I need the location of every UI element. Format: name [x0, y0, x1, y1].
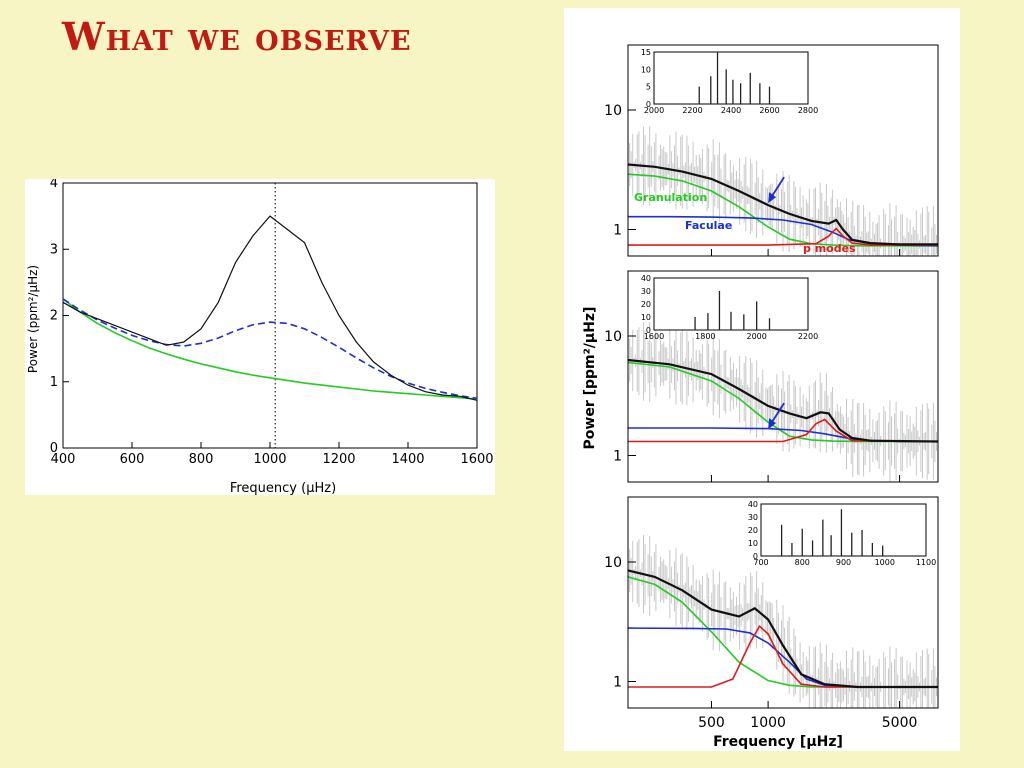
x-tick-label: 1000 — [750, 715, 786, 731]
pointer-arrow-head-icon — [768, 192, 777, 204]
inset-frame — [760, 503, 927, 557]
inset-x-tick-label: 1600 — [644, 332, 664, 341]
inset-2: 1600 1800 2000 2200 0 10 20 30 40 — [641, 274, 818, 341]
inset-y-tick-label: 5 — [646, 83, 651, 92]
model-curve-3 — [628, 227, 938, 246]
y-tick-label: 10 — [604, 103, 622, 119]
series-black-line — [62, 215, 478, 401]
spectrum-panel-1: 1 10 Granulation Faculae p modes 2000 2200 2400… — [604, 44, 939, 257]
x-tick-label: 600 — [120, 452, 145, 467]
plot-frame — [62, 182, 478, 449]
inset-y-tick-label: 0 — [753, 552, 758, 561]
inset-y-tick-label: 30 — [641, 287, 651, 296]
series-blue-dashed-line — [62, 298, 478, 400]
panel-frame — [627, 496, 939, 709]
inset-3: 700 800 900 1000 1100 0 10 20 30 40 — [748, 500, 936, 567]
inset-1: 2000 2200 2400 2600 2800 0 5 10 15 — [641, 48, 818, 115]
inset-x-tick-label: 2000 — [644, 106, 664, 115]
y-tick-label: 0 — [50, 441, 58, 456]
x-tick-label: 500 — [698, 715, 725, 731]
y-tick-label: 1 — [613, 674, 622, 690]
series-green-line — [62, 298, 478, 400]
inset-frame — [653, 51, 809, 105]
inset-y-tick-label: 40 — [641, 274, 651, 283]
left-plot-area: 400 600 800 1000 1200 1400 1600 0 1 2 3 4 — [50, 179, 494, 467]
component-label: Granulation — [634, 191, 707, 204]
y-tick-label: 10 — [604, 329, 622, 345]
chart-panel-left: 400 600 800 1000 1200 1400 1600 0 1 2 3 4 Frequency… — [25, 179, 495, 495]
y-axis-label: Power (ppm²/μHz) — [26, 265, 40, 373]
y-tick-label: 3 — [50, 242, 58, 257]
inset-y-tick-label: 0 — [646, 326, 651, 335]
inset-y-tick-label: 40 — [748, 500, 758, 509]
inset-x-tick-label: 1000 — [875, 558, 895, 567]
right-x-axis-label: Frequency [μHz] — [713, 734, 843, 750]
spectrum-panel-2: 1 10 1600 1800 2000 2200 0 10 20 30 40 — [604, 270, 939, 483]
inset-x-tick-label: 900 — [836, 558, 851, 567]
inset-x-tick-label: 2200 — [682, 106, 702, 115]
raw-spectrum-noise — [629, 322, 939, 482]
component-label: Faculae — [685, 219, 732, 232]
x-axis-label: Frequency (μHz) — [230, 481, 336, 495]
inset-y-tick-label: 0 — [646, 100, 651, 109]
model-curve-3 — [628, 418, 939, 443]
inset-x-tick-label: 1800 — [695, 332, 715, 341]
y-tick-label: 1 — [50, 375, 58, 390]
slide-title: What we observe — [62, 14, 412, 59]
inset-x-tick-label: 1100 — [916, 558, 936, 567]
inset-y-tick-label: 10 — [641, 65, 651, 74]
inset-x-tick-label: 2000 — [746, 332, 766, 341]
x-tick-label: 1600 — [460, 452, 493, 467]
inset-y-tick-label: 20 — [748, 526, 758, 535]
model-curve-4 — [627, 163, 938, 246]
x-tick-label: 1200 — [322, 452, 355, 467]
inset-x-tick-label: 2200 — [798, 332, 818, 341]
inset-y-tick-label: 10 — [641, 313, 651, 322]
chart-panel-right: 1 10 Granulation Faculae p modes 2000 2200 2400… — [564, 8, 960, 751]
x-tick-label: 800 — [189, 452, 214, 467]
model-curve-4 — [627, 358, 939, 443]
model-curve-4 — [627, 569, 938, 689]
inset-y-tick-label: 10 — [748, 539, 758, 548]
y-tick-label: 1 — [613, 448, 622, 464]
inset-x-tick-label: 800 — [795, 558, 810, 567]
spectrum-panel-3: 1 10 500 1000 5000 700 800 900 1000 1100 0 10 20 30 40 — [604, 496, 939, 731]
inset-x-tick-label: 2800 — [798, 106, 818, 115]
inset-x-tick-label: 700 — [753, 558, 768, 567]
model-curve-3 — [628, 624, 938, 688]
y-tick-label: 4 — [50, 179, 58, 191]
y-tick-label: 1 — [613, 222, 622, 238]
x-tick-label: 5000 — [882, 715, 918, 731]
model-curve-1 — [627, 173, 938, 247]
panel-frame — [627, 270, 939, 483]
component-label: p modes — [803, 242, 856, 255]
inset-y-tick-label: 15 — [641, 48, 651, 57]
inset-y-tick-label: 30 — [748, 513, 758, 522]
inset-x-tick-label: 2600 — [759, 106, 779, 115]
inset-y-tick-label: 20 — [641, 300, 651, 309]
left-chart-svg: 400 600 800 1000 1200 1400 1600 0 1 2 3 4 Frequency… — [26, 179, 494, 495]
y-tick-label: 10 — [604, 555, 622, 571]
x-tick-label: 1000 — [253, 452, 286, 467]
inset-x-tick-label: 2400 — [721, 106, 741, 115]
x-tick-label: 1400 — [391, 452, 424, 467]
panel-frame — [627, 44, 939, 257]
pointer-arrow-head-icon — [768, 418, 777, 430]
x-tick-label: 400 — [51, 452, 76, 467]
right-y-axis-label: Power [ppm²/μHz] — [582, 307, 598, 450]
y-tick-label: 2 — [50, 309, 58, 324]
